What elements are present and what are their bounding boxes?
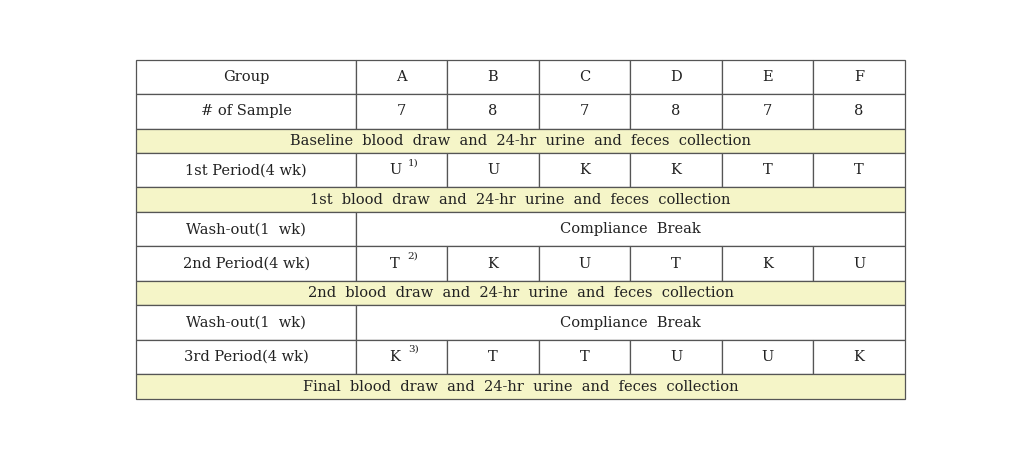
Text: D: D xyxy=(671,70,682,84)
Bar xyxy=(630,340,721,374)
Bar xyxy=(721,60,814,94)
Bar xyxy=(447,340,538,374)
Text: 7: 7 xyxy=(580,104,589,118)
Bar xyxy=(136,128,905,153)
Bar xyxy=(814,94,905,128)
Text: F: F xyxy=(854,70,865,84)
Text: U: U xyxy=(762,350,774,364)
Bar xyxy=(630,153,721,188)
Text: T: T xyxy=(390,257,400,271)
Bar xyxy=(447,60,538,94)
Text: 2): 2) xyxy=(407,252,419,261)
Bar xyxy=(356,60,447,94)
Text: 2nd  blood  draw  and  24-hr  urine  and  feces  collection: 2nd blood draw and 24-hr urine and feces… xyxy=(308,286,734,300)
Text: 7: 7 xyxy=(397,104,406,118)
Text: 1st  blood  draw  and  24-hr  urine  and  feces  collection: 1st blood draw and 24-hr urine and feces… xyxy=(311,193,731,207)
Bar xyxy=(136,153,356,188)
Text: T: T xyxy=(488,350,498,364)
Text: # of Sample: # of Sample xyxy=(200,104,292,118)
Text: B: B xyxy=(488,70,498,84)
Text: K: K xyxy=(488,257,499,271)
Text: U: U xyxy=(487,163,499,178)
Text: U: U xyxy=(578,257,590,271)
Text: 8: 8 xyxy=(854,104,864,118)
Text: K: K xyxy=(762,257,773,271)
Bar xyxy=(136,94,356,128)
Bar xyxy=(136,374,905,399)
Text: T: T xyxy=(580,350,589,364)
Bar xyxy=(356,212,905,247)
Text: K: K xyxy=(579,163,590,178)
Bar xyxy=(136,60,356,94)
Text: Final  blood  draw  and  24-hr  urine  and  feces  collection: Final blood draw and 24-hr urine and fec… xyxy=(303,380,739,394)
Bar xyxy=(814,340,905,374)
Text: 2nd Period(4 wk): 2nd Period(4 wk) xyxy=(183,257,310,271)
Bar xyxy=(721,340,814,374)
Text: Wash-out(1  wk): Wash-out(1 wk) xyxy=(186,316,306,330)
Text: K: K xyxy=(853,350,865,364)
Bar xyxy=(356,94,447,128)
Bar xyxy=(630,60,721,94)
Text: T: T xyxy=(672,257,681,271)
Text: Group: Group xyxy=(223,70,269,84)
Text: 7: 7 xyxy=(763,104,772,118)
Text: A: A xyxy=(396,70,406,84)
Text: K: K xyxy=(390,350,400,364)
Text: Baseline  blood  draw  and  24-hr  urine  and  feces  collection: Baseline blood draw and 24-hr urine and … xyxy=(291,134,751,148)
Bar xyxy=(721,247,814,281)
Text: T: T xyxy=(854,163,864,178)
Bar xyxy=(814,153,905,188)
Bar xyxy=(447,153,538,188)
Bar xyxy=(538,60,630,94)
Bar xyxy=(447,94,538,128)
Text: 8: 8 xyxy=(489,104,498,118)
Bar xyxy=(447,247,538,281)
Text: T: T xyxy=(763,163,772,178)
Bar xyxy=(630,94,721,128)
Text: U: U xyxy=(853,257,866,271)
Bar xyxy=(136,247,356,281)
Bar xyxy=(356,340,447,374)
Bar xyxy=(538,247,630,281)
Bar xyxy=(356,306,905,340)
Bar xyxy=(356,153,447,188)
Text: E: E xyxy=(762,70,773,84)
Bar xyxy=(814,60,905,94)
Text: Wash-out(1  wk): Wash-out(1 wk) xyxy=(186,222,306,236)
Text: U: U xyxy=(389,163,401,178)
Bar xyxy=(538,153,630,188)
Text: Compliance  Break: Compliance Break xyxy=(560,222,701,236)
Bar xyxy=(136,306,356,340)
Text: 1): 1) xyxy=(407,158,419,167)
Bar xyxy=(136,212,356,247)
Bar xyxy=(356,247,447,281)
Text: 3): 3) xyxy=(407,345,419,354)
Text: Compliance  Break: Compliance Break xyxy=(560,316,701,330)
Bar xyxy=(136,188,905,212)
Text: C: C xyxy=(579,70,590,84)
Bar xyxy=(630,247,721,281)
Bar xyxy=(721,153,814,188)
Text: 8: 8 xyxy=(672,104,681,118)
Text: U: U xyxy=(670,350,682,364)
Bar xyxy=(538,340,630,374)
Bar xyxy=(814,247,905,281)
Bar xyxy=(721,94,814,128)
Text: K: K xyxy=(671,163,682,178)
Text: 1st Period(4 wk): 1st Period(4 wk) xyxy=(185,163,307,178)
Bar xyxy=(538,94,630,128)
Bar xyxy=(136,340,356,374)
Text: 3rd Period(4 wk): 3rd Period(4 wk) xyxy=(184,350,309,364)
Bar xyxy=(136,281,905,306)
